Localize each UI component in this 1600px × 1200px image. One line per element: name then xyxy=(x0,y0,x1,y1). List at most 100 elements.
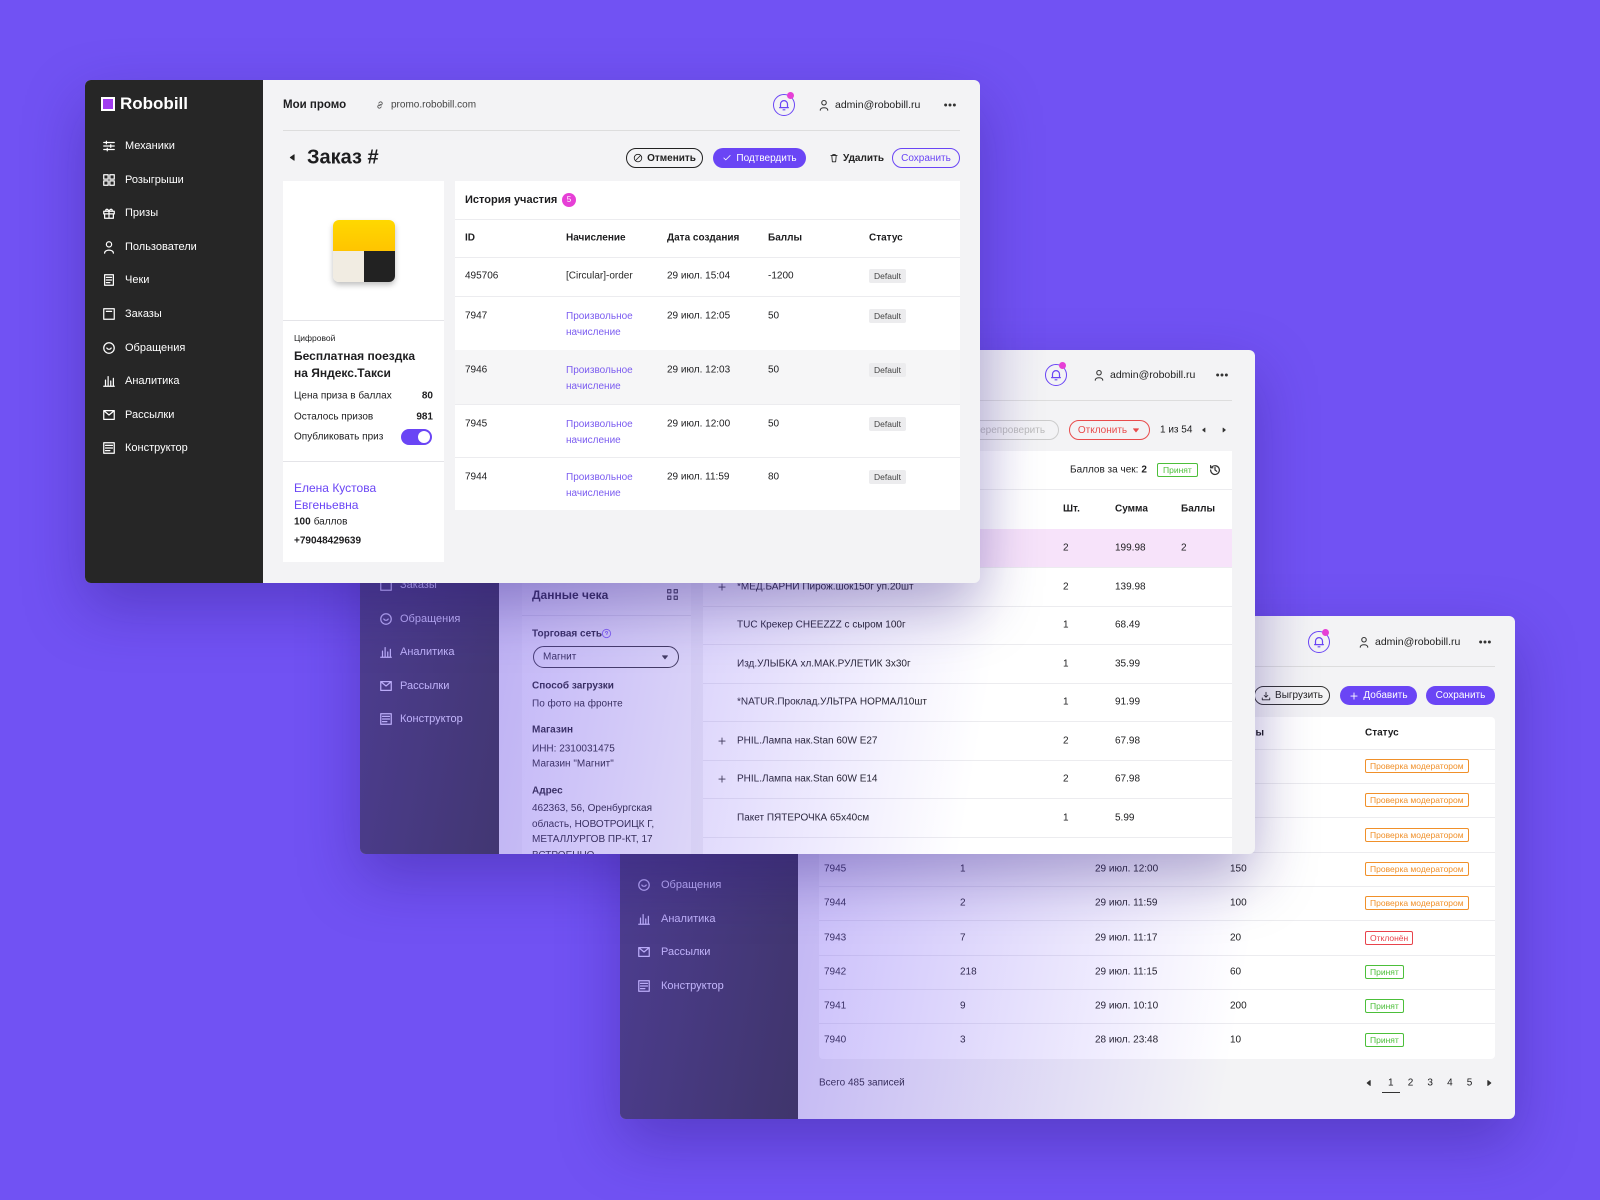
page-link[interactable]: 3 xyxy=(1427,1077,1433,1089)
cell: 200 xyxy=(1230,1000,1247,1012)
icon-shape xyxy=(1210,465,1220,476)
save-button[interactable]: Сохранить xyxy=(1426,686,1495,705)
field-value: 80 xyxy=(421,390,433,402)
user-email[interactable]: admin@robobill.ru xyxy=(1110,369,1196,381)
field-label: Торговая сеть xyxy=(532,628,603,640)
cell: 7942 xyxy=(824,966,847,978)
nav-item[interactable]: Заказы xyxy=(125,308,162,320)
icon-shape xyxy=(103,208,115,220)
nav-item[interactable]: Конструктор xyxy=(661,979,724,992)
nav-icon xyxy=(102,341,116,355)
notification-button[interactable] xyxy=(773,94,795,116)
page-link[interactable]: 5 xyxy=(1466,1077,1473,1089)
reject-button[interactable]: Отклонить xyxy=(1069,420,1150,440)
cell: 29 июл. 11:59 xyxy=(667,471,730,483)
cancel-button[interactable]: Отменить xyxy=(626,148,703,168)
icon-shape xyxy=(819,99,829,111)
page-link[interactable]: 2 xyxy=(1407,1077,1414,1089)
icon-shape xyxy=(633,153,643,163)
nav-icon xyxy=(637,945,651,959)
nav-item[interactable]: Рассылки xyxy=(661,946,711,959)
nav-item[interactable]: Чеки xyxy=(125,274,150,287)
button-icon xyxy=(1349,691,1359,701)
add-button[interactable]: Добавить xyxy=(1340,686,1417,705)
page-link[interactable]: 1 xyxy=(1388,1077,1394,1089)
status-badge: Проверка модератором xyxy=(1365,759,1469,773)
icon-shape xyxy=(638,913,650,925)
icon-shape xyxy=(638,879,650,891)
icon-shape xyxy=(380,647,392,659)
nav-icon xyxy=(379,645,393,659)
user-email[interactable]: admin@robobill.ru xyxy=(835,99,921,111)
item-name: Изд.УЛЫБКА хл.МАК.РУЛЕТИК 3х30г xyxy=(737,658,911,669)
select-value: Магнит xyxy=(543,651,577,663)
icon-shape xyxy=(718,775,726,783)
cell: 2 xyxy=(1063,581,1069,592)
cell: -1200 xyxy=(768,270,794,282)
icon-shape xyxy=(1487,1080,1492,1086)
button-icon xyxy=(829,153,839,163)
publish-toggle[interactable] xyxy=(401,429,432,445)
select[interactable]: Магнит xyxy=(533,646,679,668)
nav-item[interactable]: Конструктор xyxy=(125,442,188,455)
cell: 29 июл. 11:59 xyxy=(1095,897,1158,909)
icon-shape xyxy=(638,947,650,958)
icon-shape xyxy=(380,713,392,726)
divider xyxy=(522,615,691,616)
history-icon xyxy=(1208,463,1222,477)
window-order: Robobill Механики Розыгрыши Призы Пользовате… xyxy=(85,80,980,583)
icon-shape xyxy=(1366,1080,1371,1086)
cell: 50 xyxy=(768,310,780,322)
item-name: PHIL.Лампа нак.Stan 60W E14 xyxy=(737,773,878,785)
icon-shape xyxy=(1366,1080,1371,1086)
pager: 1 из 54 xyxy=(1160,424,1193,436)
nav-item[interactable]: Аналитика xyxy=(125,375,180,388)
icon-shape xyxy=(380,612,392,625)
points-label: Баллов за чек: xyxy=(1070,464,1139,476)
status-badge: Проверка модератором xyxy=(1365,793,1469,808)
panel-title: Данные чека xyxy=(532,588,609,602)
delete-button[interactable]: Удалить xyxy=(829,148,884,168)
nav-item[interactable]: Механики xyxy=(125,140,175,152)
nav-item[interactable]: Аналитика xyxy=(400,646,455,659)
divider xyxy=(819,1023,1495,1025)
icon-shape xyxy=(1479,640,1483,644)
nav-item[interactable]: Обращения xyxy=(661,879,722,891)
icon-shape xyxy=(718,736,726,745)
promo-link[interactable]: promo.robobill.com xyxy=(391,99,477,111)
nav-item[interactable]: Обращения xyxy=(125,341,186,354)
icon-shape xyxy=(1350,691,1358,700)
nav-item[interactable]: Аналитика xyxy=(661,912,716,925)
export-button[interactable]: Выгрузить xyxy=(1254,686,1330,705)
bell-icon xyxy=(777,98,791,112)
divider xyxy=(455,404,960,405)
cell: 35.99 xyxy=(1115,658,1141,669)
nav-item[interactable]: Обращения xyxy=(400,612,461,625)
nav-item[interactable]: Пользователи xyxy=(125,240,197,253)
more-button xyxy=(1215,368,1229,382)
nav-item[interactable]: Рассылки xyxy=(125,408,175,421)
prize-image xyxy=(333,220,395,282)
page-link[interactable]: 4 xyxy=(1447,1077,1453,1089)
divider xyxy=(455,457,960,458)
icon-shape xyxy=(103,409,115,420)
confirm-button[interactable]: Подтвердить xyxy=(713,148,806,168)
save-button[interactable]: Сохранить xyxy=(892,148,960,168)
notification-badge xyxy=(787,92,794,99)
cell: 1 xyxy=(1063,696,1069,708)
cell: 7944 xyxy=(824,897,847,909)
status-badge: Принят xyxy=(1365,999,1404,1014)
cell: 3 xyxy=(960,1034,966,1046)
nav-item[interactable]: Рассылки xyxy=(400,679,450,692)
nav-item[interactable]: Конструктор xyxy=(400,713,463,726)
field-label: Опубликовать приз xyxy=(294,431,384,443)
nav-item[interactable]: Розыгрыши xyxy=(125,173,184,186)
count-badge: 5 xyxy=(562,193,576,207)
user-email[interactable]: admin@robobill.ru xyxy=(1375,636,1461,648)
more-button xyxy=(943,98,957,112)
back-arrow xyxy=(288,153,297,162)
total-count: Всего 485 записей xyxy=(819,1077,905,1089)
nav-item[interactable]: Призы xyxy=(125,207,159,220)
customer-points: 100 баллов xyxy=(294,517,347,528)
pager-next xyxy=(1220,426,1228,434)
